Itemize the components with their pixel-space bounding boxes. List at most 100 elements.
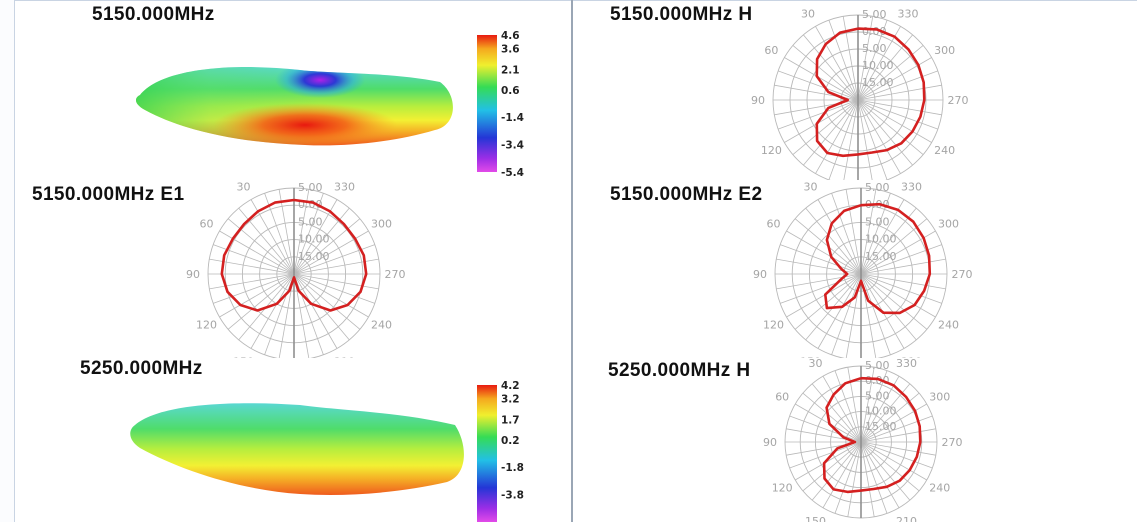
radial-tick-label: 10.00 (865, 233, 897, 246)
angle-tick-label: 240 (938, 319, 959, 332)
pattern-trace (824, 202, 932, 315)
grid-spoke (860, 207, 917, 275)
grid-spoke (219, 273, 295, 318)
radial-tick-label: 15.00 (862, 76, 894, 89)
grid-spoke (860, 441, 936, 456)
grid-spoke (792, 45, 859, 101)
grid-spoke (817, 273, 862, 349)
angle-tick-label: 90 (751, 94, 765, 107)
colorbar-tick-label: -5.4 (501, 167, 524, 179)
grid-spoke (857, 99, 873, 180)
panel-3d-5250: 5250.000MHz 4.2 3.2 1.7 0.2 -1.8 -3.8 (0, 358, 571, 522)
grid-spoke (780, 273, 862, 304)
colorbar (477, 385, 497, 522)
grid-spoke (811, 383, 862, 443)
grid-spoke (293, 273, 324, 355)
grid-spoke (857, 99, 888, 180)
grid-spoke (777, 99, 859, 130)
angle-tick-label: 210 (901, 356, 922, 359)
left-ruler (0, 0, 15, 522)
grid-spoke (860, 441, 875, 517)
grid-spoke (831, 193, 862, 275)
panel-title: 5250.000MHz H (608, 360, 751, 381)
polar-plot: 5.000.005.0010.0015.00306090120150180210… (753, 181, 973, 359)
panel-title: 5150.000MHz E1 (32, 184, 185, 205)
grid-spoke (860, 441, 933, 469)
grid-spoke (860, 375, 900, 443)
colorbar (477, 35, 497, 172)
angle-tick-label: 330 (334, 181, 355, 194)
grid-spoke (857, 70, 939, 101)
radial-tick-label: 5.00 (862, 8, 887, 21)
colorbar-tick-label: 3.2 (501, 394, 520, 406)
angle-tick-label: 240 (371, 319, 392, 332)
colorbar-tick-label: -3.4 (501, 140, 524, 152)
grid-spoke (802, 441, 862, 492)
grid-spoke (847, 367, 862, 443)
radial-tick-label: 5.00 (865, 389, 890, 402)
grid-spoke (860, 199, 905, 275)
angle-tick-label: 90 (763, 436, 777, 449)
grid-spoke (789, 415, 862, 443)
angle-tick-label: 150 (805, 515, 826, 522)
angle-tick-label: 60 (767, 218, 781, 231)
radial-tick-label: 15.00 (865, 420, 897, 433)
radial-tick-label: 10.00 (298, 233, 330, 246)
panel-e2-5150: 5150.000MHz E2 5.00 0.00 5.00 10.00 15.00 30 6… (573, 180, 1137, 358)
grid-spoke (278, 189, 295, 275)
panel-title: 5150.000MHz (92, 4, 215, 25)
grid-spoke (860, 273, 942, 304)
radial-tick-label: 15.00 (298, 250, 330, 263)
angle-tick-label: 330 (898, 7, 919, 20)
polar-grid (207, 187, 381, 358)
grid-spoke (293, 189, 310, 275)
grid-spoke (227, 273, 295, 330)
surface-null (275, 67, 365, 98)
grid-spoke (227, 218, 295, 275)
colorbar-tick-label: 4.6 (501, 30, 520, 42)
angle-tick-label: 300 (938, 218, 959, 231)
grid-spoke (250, 273, 295, 349)
grid-spoke (828, 99, 859, 180)
angle-tick-label: 240 (934, 144, 955, 157)
panel-title: 5150.000MHz H (610, 4, 753, 25)
angle-tick-label: 60 (200, 218, 214, 231)
grid-spoke (834, 441, 862, 514)
radial-tick-label: 0.00 (865, 374, 890, 387)
grid-spoke (860, 370, 888, 443)
angle-tick-label: 270 (952, 268, 973, 281)
colorbar-tick-label: 0.6 (501, 85, 520, 97)
grid-spoke (789, 441, 862, 469)
angle-tick-label: 120 (763, 319, 784, 332)
grid-spoke (822, 375, 862, 443)
grid-spoke (817, 199, 862, 275)
colorbar-tick-label: -1.8 (501, 462, 524, 474)
grid-spoke (857, 84, 942, 101)
grid-spoke (828, 19, 859, 101)
angle-tick-label: 150 (800, 356, 821, 359)
colorbar-tick-label: 2.1 (501, 64, 520, 76)
grid-spoke (860, 428, 936, 443)
angle-tick-label: 30 (801, 7, 815, 20)
grid-spoke (784, 57, 859, 101)
grid-spoke (860, 273, 928, 330)
angle-tick-label: 90 (753, 268, 767, 281)
surface-base (130, 403, 464, 495)
pattern-trace (815, 27, 926, 158)
grid-spoke (811, 441, 862, 501)
grid-spoke (786, 273, 862, 318)
grid-spoke (777, 70, 859, 101)
grid-spoke (784, 99, 859, 143)
grid-spoke (860, 441, 920, 492)
grid-spoke (843, 99, 859, 180)
angle-tick-label: 210 (896, 515, 917, 522)
grid-spoke (857, 99, 901, 174)
grid-spoke (213, 273, 295, 304)
column-divider (571, 0, 573, 522)
grid-spoke (857, 19, 888, 101)
grid-spoke (780, 244, 862, 275)
grid-spoke (831, 273, 862, 355)
pattern-3d-surface (135, 67, 453, 146)
grid-spoke (857, 99, 913, 166)
angle-tick-label: 30 (809, 358, 823, 370)
